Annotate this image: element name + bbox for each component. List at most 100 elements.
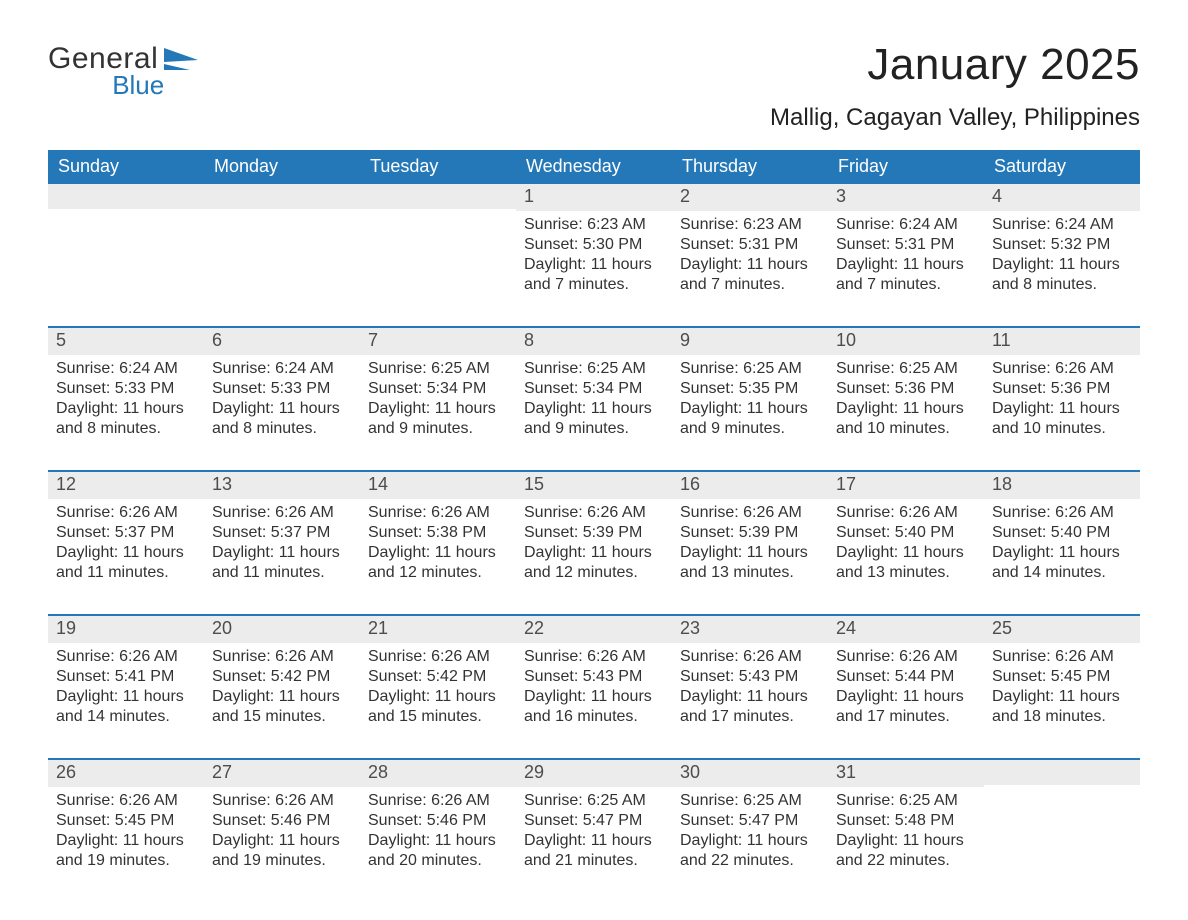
day-cell: 13Sunrise: 6:26 AMSunset: 5:37 PMDayligh… bbox=[204, 472, 360, 592]
daylight-line-1: Daylight: 11 hours bbox=[524, 255, 664, 275]
sunset-line: Sunset: 5:31 PM bbox=[680, 235, 820, 255]
sunset-line: Sunset: 5:40 PM bbox=[836, 523, 976, 543]
generalblue-logo: General Blue bbox=[48, 44, 198, 98]
day-body: Sunrise: 6:26 AMSunset: 5:37 PMDaylight:… bbox=[204, 499, 360, 587]
day-number: 22 bbox=[516, 616, 672, 643]
day-number: 28 bbox=[360, 760, 516, 787]
day-number bbox=[204, 184, 360, 209]
sunrise-line: Sunrise: 6:26 AM bbox=[56, 503, 196, 523]
daylight-line-2: and 9 minutes. bbox=[524, 419, 664, 439]
daylight-line-1: Daylight: 11 hours bbox=[680, 543, 820, 563]
daylight-line-1: Daylight: 11 hours bbox=[56, 831, 196, 851]
sunrise-line: Sunrise: 6:26 AM bbox=[56, 647, 196, 667]
day-body: Sunrise: 6:24 AMSunset: 5:32 PMDaylight:… bbox=[984, 211, 1140, 299]
day-cell: 26Sunrise: 6:26 AMSunset: 5:45 PMDayligh… bbox=[48, 760, 204, 880]
day-body: Sunrise: 6:24 AMSunset: 5:33 PMDaylight:… bbox=[48, 355, 204, 443]
sunset-line: Sunset: 5:47 PM bbox=[680, 811, 820, 831]
sunrise-line: Sunrise: 6:26 AM bbox=[992, 359, 1132, 379]
daylight-line-2: and 19 minutes. bbox=[56, 851, 196, 871]
sunrise-line: Sunrise: 6:24 AM bbox=[836, 215, 976, 235]
sunrise-line: Sunrise: 6:25 AM bbox=[680, 791, 820, 811]
sunrise-line: Sunrise: 6:25 AM bbox=[836, 359, 976, 379]
day-body: Sunrise: 6:26 AMSunset: 5:44 PMDaylight:… bbox=[828, 643, 984, 731]
daylight-line-2: and 9 minutes. bbox=[680, 419, 820, 439]
day-number: 27 bbox=[204, 760, 360, 787]
day-body: Sunrise: 6:23 AMSunset: 5:31 PMDaylight:… bbox=[672, 211, 828, 299]
day-cell: 23Sunrise: 6:26 AMSunset: 5:43 PMDayligh… bbox=[672, 616, 828, 736]
week-row: 19Sunrise: 6:26 AMSunset: 5:41 PMDayligh… bbox=[48, 614, 1140, 736]
sunset-line: Sunset: 5:40 PM bbox=[992, 523, 1132, 543]
day-cell: 25Sunrise: 6:26 AMSunset: 5:45 PMDayligh… bbox=[984, 616, 1140, 736]
day-cell: 6Sunrise: 6:24 AMSunset: 5:33 PMDaylight… bbox=[204, 328, 360, 448]
calendar-page: General Blue January 2025 Mallig, Cagaya… bbox=[0, 0, 1188, 920]
day-cell: 15Sunrise: 6:26 AMSunset: 5:39 PMDayligh… bbox=[516, 472, 672, 592]
day-cell: 8Sunrise: 6:25 AMSunset: 5:34 PMDaylight… bbox=[516, 328, 672, 448]
day-number: 18 bbox=[984, 472, 1140, 499]
sunset-line: Sunset: 5:42 PM bbox=[212, 667, 352, 687]
day-number: 26 bbox=[48, 760, 204, 787]
daylight-line-1: Daylight: 11 hours bbox=[992, 687, 1132, 707]
sunset-line: Sunset: 5:44 PM bbox=[836, 667, 976, 687]
day-number: 2 bbox=[672, 184, 828, 211]
weekday-header-cell: Thursday bbox=[672, 150, 828, 184]
day-number: 4 bbox=[984, 184, 1140, 211]
day-cell: 1Sunrise: 6:23 AMSunset: 5:30 PMDaylight… bbox=[516, 184, 672, 304]
sunset-line: Sunset: 5:46 PM bbox=[212, 811, 352, 831]
day-number: 21 bbox=[360, 616, 516, 643]
sunrise-line: Sunrise: 6:26 AM bbox=[56, 791, 196, 811]
day-body: Sunrise: 6:26 AMSunset: 5:42 PMDaylight:… bbox=[204, 643, 360, 731]
day-body: Sunrise: 6:26 AMSunset: 5:45 PMDaylight:… bbox=[48, 787, 204, 875]
daylight-line-1: Daylight: 11 hours bbox=[836, 687, 976, 707]
week-row: 5Sunrise: 6:24 AMSunset: 5:33 PMDaylight… bbox=[48, 326, 1140, 448]
sunrise-line: Sunrise: 6:25 AM bbox=[524, 791, 664, 811]
day-number: 30 bbox=[672, 760, 828, 787]
sunset-line: Sunset: 5:30 PM bbox=[524, 235, 664, 255]
sunset-line: Sunset: 5:38 PM bbox=[368, 523, 508, 543]
sunrise-line: Sunrise: 6:26 AM bbox=[212, 647, 352, 667]
daylight-line-2: and 17 minutes. bbox=[680, 707, 820, 727]
day-body: Sunrise: 6:26 AMSunset: 5:43 PMDaylight:… bbox=[672, 643, 828, 731]
day-cell: 7Sunrise: 6:25 AMSunset: 5:34 PMDaylight… bbox=[360, 328, 516, 448]
day-number: 5 bbox=[48, 328, 204, 355]
day-cell: 28Sunrise: 6:26 AMSunset: 5:46 PMDayligh… bbox=[360, 760, 516, 880]
day-cell: 12Sunrise: 6:26 AMSunset: 5:37 PMDayligh… bbox=[48, 472, 204, 592]
day-body: Sunrise: 6:25 AMSunset: 5:35 PMDaylight:… bbox=[672, 355, 828, 443]
day-body: Sunrise: 6:26 AMSunset: 5:43 PMDaylight:… bbox=[516, 643, 672, 731]
logo-text-blue: Blue bbox=[112, 72, 164, 98]
sunset-line: Sunset: 5:36 PM bbox=[836, 379, 976, 399]
day-cell bbox=[360, 184, 516, 304]
day-number: 13 bbox=[204, 472, 360, 499]
day-cell: 2Sunrise: 6:23 AMSunset: 5:31 PMDaylight… bbox=[672, 184, 828, 304]
day-body: Sunrise: 6:26 AMSunset: 5:46 PMDaylight:… bbox=[360, 787, 516, 875]
daylight-line-2: and 11 minutes. bbox=[56, 563, 196, 583]
daylight-line-2: and 12 minutes. bbox=[368, 563, 508, 583]
day-body: Sunrise: 6:26 AMSunset: 5:40 PMDaylight:… bbox=[984, 499, 1140, 587]
week-row: 1Sunrise: 6:23 AMSunset: 5:30 PMDaylight… bbox=[48, 184, 1140, 304]
daylight-line-2: and 15 minutes. bbox=[368, 707, 508, 727]
daylight-line-2: and 18 minutes. bbox=[992, 707, 1132, 727]
weekday-header-cell: Sunday bbox=[48, 150, 204, 184]
daylight-line-2: and 10 minutes. bbox=[836, 419, 976, 439]
daylight-line-1: Daylight: 11 hours bbox=[212, 399, 352, 419]
day-number: 14 bbox=[360, 472, 516, 499]
day-cell: 31Sunrise: 6:25 AMSunset: 5:48 PMDayligh… bbox=[828, 760, 984, 880]
calendar-grid: SundayMondayTuesdayWednesdayThursdayFrid… bbox=[48, 150, 1140, 880]
sunrise-line: Sunrise: 6:25 AM bbox=[368, 359, 508, 379]
day-body: Sunrise: 6:25 AMSunset: 5:47 PMDaylight:… bbox=[516, 787, 672, 875]
day-number: 23 bbox=[672, 616, 828, 643]
day-body: Sunrise: 6:25 AMSunset: 5:47 PMDaylight:… bbox=[672, 787, 828, 875]
day-number: 15 bbox=[516, 472, 672, 499]
sunrise-line: Sunrise: 6:26 AM bbox=[368, 503, 508, 523]
daylight-line-1: Daylight: 11 hours bbox=[680, 687, 820, 707]
day-number: 31 bbox=[828, 760, 984, 787]
sunset-line: Sunset: 5:31 PM bbox=[836, 235, 976, 255]
day-cell: 9Sunrise: 6:25 AMSunset: 5:35 PMDaylight… bbox=[672, 328, 828, 448]
sunrise-line: Sunrise: 6:23 AM bbox=[524, 215, 664, 235]
daylight-line-2: and 7 minutes. bbox=[680, 275, 820, 295]
daylight-line-2: and 14 minutes. bbox=[56, 707, 196, 727]
sunrise-line: Sunrise: 6:26 AM bbox=[992, 503, 1132, 523]
day-cell bbox=[48, 184, 204, 304]
sunset-line: Sunset: 5:46 PM bbox=[368, 811, 508, 831]
daylight-line-2: and 8 minutes. bbox=[212, 419, 352, 439]
logo-text: General Blue bbox=[48, 44, 158, 98]
